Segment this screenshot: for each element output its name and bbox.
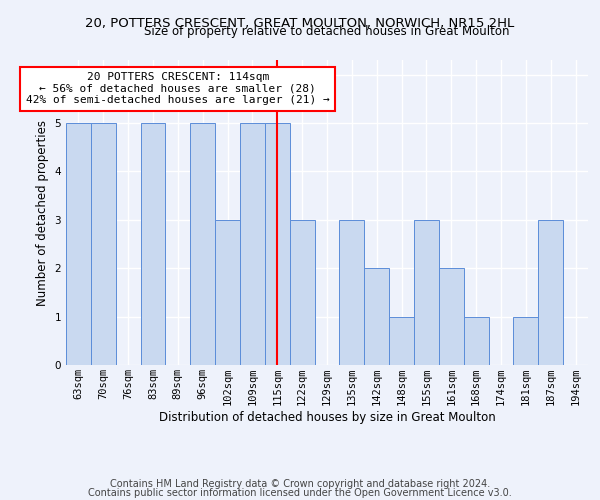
Bar (414, 220, 439, 365)
Title: Size of property relative to detached houses in Great Moulton: Size of property relative to detached ho… (144, 25, 510, 38)
Bar (190, 123, 215, 365)
Bar (439, 268, 464, 365)
Bar (265, 123, 290, 365)
Bar (514, 316, 538, 365)
Text: Contains public sector information licensed under the Open Government Licence v3: Contains public sector information licen… (88, 488, 512, 498)
Bar (290, 220, 314, 365)
Bar (91, 123, 116, 365)
Bar (364, 268, 389, 365)
Bar (340, 220, 364, 365)
Bar (140, 123, 166, 365)
Bar (389, 316, 414, 365)
Text: Contains HM Land Registry data © Crown copyright and database right 2024.: Contains HM Land Registry data © Crown c… (110, 479, 490, 489)
Bar (215, 220, 240, 365)
Text: 20, POTTERS CRESCENT, GREAT MOULTON, NORWICH, NR15 2HL: 20, POTTERS CRESCENT, GREAT MOULTON, NOR… (85, 18, 515, 30)
Bar (66, 123, 91, 365)
Bar (538, 220, 563, 365)
X-axis label: Distribution of detached houses by size in Great Moulton: Distribution of detached houses by size … (158, 411, 496, 424)
Bar (464, 316, 488, 365)
Bar (240, 123, 265, 365)
Text: 20 POTTERS CRESCENT: 114sqm
← 56% of detached houses are smaller (28)
42% of sem: 20 POTTERS CRESCENT: 114sqm ← 56% of det… (26, 72, 330, 106)
Y-axis label: Number of detached properties: Number of detached properties (36, 120, 49, 306)
